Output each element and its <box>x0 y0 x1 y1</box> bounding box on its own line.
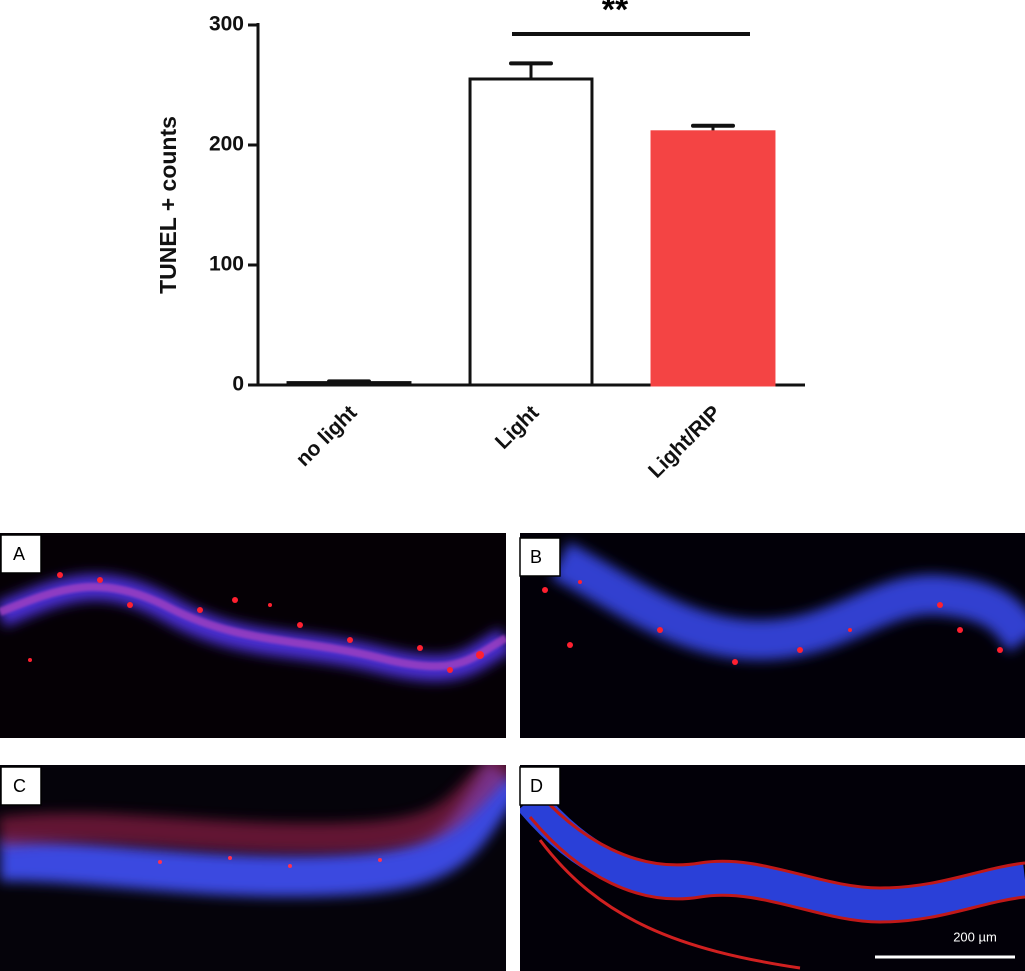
label-box <box>0 534 42 574</box>
x-tick-label: Light <box>491 401 544 454</box>
panel-a <box>0 533 506 738</box>
panel-labels: A B C D <box>0 534 561 806</box>
panel-label: B <box>530 547 542 567</box>
bar <box>650 130 776 387</box>
y-tick-label: 300 <box>209 13 244 36</box>
scale-bar-label: 200 µm <box>953 929 997 944</box>
label-box <box>519 537 561 577</box>
bar <box>286 381 412 387</box>
panel-c <box>0 765 506 971</box>
x-tick-label: Light/RIP <box>644 401 725 482</box>
bar <box>468 77 594 387</box>
y-tick-label: 100 <box>209 253 244 276</box>
label-box <box>0 766 42 806</box>
panel-d: 200 µm <box>520 765 1025 971</box>
panel-label: A <box>13 544 25 564</box>
panel-label: D <box>530 776 543 796</box>
label-box <box>519 766 561 806</box>
y-axis-label: TUNEL + counts <box>155 116 181 294</box>
bar-chart: TUNEL + counts ** 0 100 200 300 no light Ligh… <box>155 0 805 483</box>
significance: ** <box>602 0 629 29</box>
y-tick-label: 200 <box>209 133 244 156</box>
panel-b <box>520 533 1025 738</box>
y-tick-label: 0 <box>232 373 244 396</box>
panel-label: C <box>13 776 26 796</box>
x-tick-label: no light <box>292 401 362 471</box>
